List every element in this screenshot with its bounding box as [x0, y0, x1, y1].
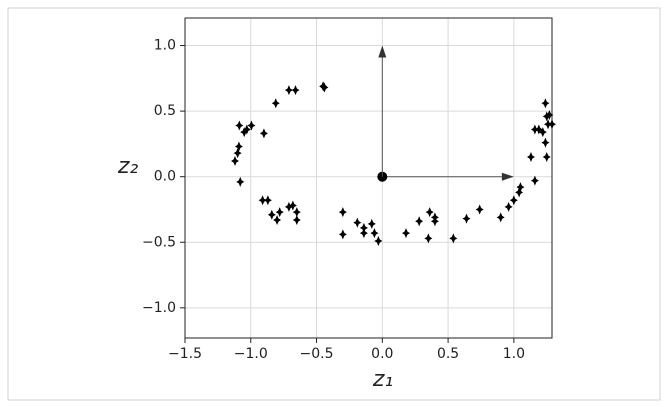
point [548, 119, 556, 130]
point [242, 124, 251, 135]
point [542, 152, 551, 163]
point [367, 218, 376, 229]
point [284, 201, 293, 212]
point [273, 214, 282, 225]
y-axis-label: z₂ [117, 154, 139, 179]
point [430, 216, 439, 227]
point [291, 85, 300, 96]
point [374, 235, 383, 246]
point [353, 217, 362, 228]
x-tick-label: −0.5 [300, 346, 334, 362]
frame [7, 7, 661, 401]
point [541, 137, 550, 148]
point [359, 228, 368, 239]
point [541, 98, 550, 109]
point [320, 82, 329, 93]
point [258, 195, 267, 206]
point [401, 228, 410, 239]
point [415, 216, 424, 227]
point [338, 207, 347, 218]
y-tick-label: 0.5 [154, 103, 176, 119]
x-axis-label: z₁ [372, 367, 393, 392]
point [240, 127, 249, 138]
point [236, 176, 245, 187]
x-tick-label: 1.0 [503, 346, 525, 362]
x-tick-label: 0.0 [371, 346, 393, 362]
point [516, 182, 525, 193]
point [534, 124, 543, 135]
point [230, 155, 239, 166]
x-tick-label: −1.0 [234, 346, 268, 362]
y-tick-label: −1.0 [142, 300, 176, 316]
point [496, 212, 505, 223]
plot-border [184, 17, 553, 339]
point [292, 207, 301, 218]
point [538, 127, 547, 138]
point [263, 195, 272, 206]
point [526, 152, 535, 163]
arrow-head [378, 45, 387, 58]
point [545, 110, 554, 121]
point [542, 111, 551, 122]
point [338, 229, 347, 240]
y-tick-label: 0.0 [154, 169, 176, 185]
point [235, 120, 244, 131]
point [509, 195, 518, 206]
point [530, 175, 539, 186]
y-tick-label: 1.0 [154, 38, 176, 54]
point [271, 98, 280, 109]
point [233, 148, 242, 159]
point [370, 228, 379, 239]
y-tick-label: −0.5 [142, 234, 176, 250]
point [449, 233, 458, 244]
arrow-head [501, 172, 514, 181]
point [292, 214, 301, 225]
point [515, 187, 524, 198]
point [247, 120, 256, 131]
x-tick-label: 0.5 [437, 346, 459, 362]
point [504, 201, 513, 212]
point [259, 128, 268, 139]
point [425, 207, 434, 218]
point [462, 213, 471, 224]
x-tick-label: −1.5 [168, 346, 202, 362]
point [267, 209, 276, 220]
point [359, 222, 368, 233]
point [288, 200, 297, 211]
point [284, 85, 293, 96]
point [234, 141, 243, 152]
point [275, 207, 284, 218]
point [424, 233, 433, 244]
point [475, 204, 484, 215]
